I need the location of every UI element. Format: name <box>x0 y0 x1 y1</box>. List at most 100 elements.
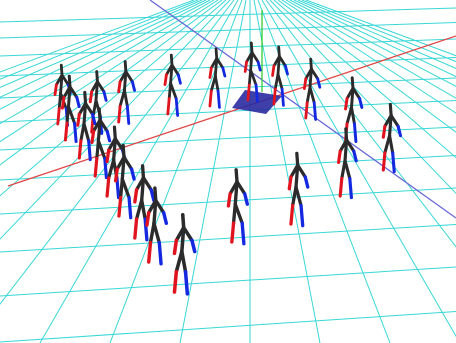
left-forearm-bone <box>226 192 232 208</box>
grid-line-radial <box>289 0 456 87</box>
left-upper-arm-bone <box>272 55 281 68</box>
left-forearm-bone <box>271 64 276 77</box>
left-shin-bone <box>289 203 295 226</box>
neck-bone <box>180 212 186 230</box>
left-forearm-bone <box>53 83 58 97</box>
neck-bone <box>350 76 355 90</box>
grid-line-horizontal <box>0 7 456 23</box>
left-shin-bone <box>172 269 179 294</box>
left-upper-arm-bone <box>90 80 99 94</box>
skeleton-figure <box>287 151 310 228</box>
left-upper-arm-bone <box>54 73 64 87</box>
right-upper-arm-bone <box>250 51 260 64</box>
skeleton-figure <box>381 102 403 174</box>
grid-line-radial <box>261 0 456 338</box>
right-forearm-bone <box>284 64 289 76</box>
right-thigh-bone <box>122 88 129 108</box>
grid-line-radial <box>297 0 456 69</box>
left-upper-arm-bone <box>147 198 158 215</box>
left-shin-bone <box>77 139 83 160</box>
right-thigh-bone <box>249 68 258 87</box>
skeleton-figure <box>113 143 136 220</box>
neck-bone <box>95 70 99 84</box>
right-shin-bone <box>73 121 78 144</box>
right-upper-arm-bone <box>154 198 166 215</box>
left-shin-bone <box>63 121 69 142</box>
left-shin-bone <box>304 101 309 120</box>
grid-line-radial <box>253 0 321 343</box>
x-axis-line <box>7 35 456 187</box>
skeleton-figure <box>145 186 169 266</box>
grid-line-radial <box>0 0 219 143</box>
right-forearm-bone <box>161 211 169 225</box>
right-forearm-bone <box>316 77 322 89</box>
left-shin-bone <box>272 87 277 106</box>
grid-line-radial <box>265 0 456 248</box>
right-shin-bone <box>254 83 259 103</box>
left-forearm-bone <box>344 97 349 111</box>
left-forearm-bone <box>208 66 213 79</box>
grid-line-horizontal <box>0 224 456 253</box>
skeleton-figure <box>76 90 97 162</box>
right-shin-bone <box>299 203 305 228</box>
grid-line-horizontal <box>0 266 456 297</box>
grid-line-radial <box>301 0 456 63</box>
left-upper-arm-bone <box>383 113 393 128</box>
left-forearm-bone <box>90 129 96 144</box>
grid-line-radial <box>273 0 456 159</box>
left-forearm-bone <box>60 95 66 110</box>
neck-bone <box>97 107 102 122</box>
right-forearm-bone <box>129 167 136 181</box>
grid-line-radial <box>0 0 195 73</box>
right-upper-arm-bone <box>68 85 79 99</box>
left-shin-bone <box>56 107 61 126</box>
left-shin-bone <box>230 221 236 244</box>
skeleton-figure <box>117 60 136 125</box>
left-shin-bone <box>246 83 251 102</box>
right-shin-bone <box>348 176 353 200</box>
left-forearm-bone <box>76 112 81 127</box>
left-forearm-bone <box>145 211 151 227</box>
right-forearm-bone <box>303 175 310 189</box>
grid-line-horizontal <box>0 38 456 57</box>
right-forearm-bone <box>352 149 358 163</box>
world-axes <box>7 0 456 219</box>
neck-bone <box>295 151 300 167</box>
neck-bone <box>234 168 239 184</box>
grid-line-radial <box>179 0 247 343</box>
right-upper-arm-bone <box>277 55 287 68</box>
right-shin-bone <box>280 87 285 107</box>
right-upper-arm-bone <box>181 225 194 243</box>
right-forearm-bone <box>221 66 227 78</box>
grid-line-horizontal <box>0 57 456 77</box>
left-upper-arm-bone <box>92 118 102 133</box>
left-upper-arm-bone <box>345 86 355 101</box>
right-thigh-bone <box>343 159 352 180</box>
right-shin-bone <box>157 240 163 266</box>
right-forearm-bone <box>130 80 136 92</box>
left-shin-bone <box>147 240 153 264</box>
neck-bone <box>121 143 126 159</box>
left-shin-bone <box>93 156 99 178</box>
skeleton-figure <box>243 41 262 103</box>
right-upper-arm-bone <box>84 101 95 116</box>
right-upper-arm-bone <box>170 63 180 77</box>
left-upper-arm-bone <box>174 225 186 243</box>
skeleton-figures <box>53 41 403 296</box>
right-thigh-bone <box>294 185 303 208</box>
skeleton-figure <box>302 57 322 121</box>
right-shin-bone <box>143 217 149 242</box>
neck-bone <box>249 41 254 54</box>
skeleton-figure <box>226 168 249 246</box>
left-upper-arm-bone <box>289 163 300 179</box>
right-upper-arm-bone <box>98 118 109 133</box>
grid-line-radial <box>281 0 456 114</box>
skeleton-figure <box>172 212 197 296</box>
neck-bone <box>388 102 393 117</box>
right-forearm-bone <box>176 73 182 85</box>
grid-line-radial <box>277 0 456 133</box>
right-thigh-bone <box>169 81 178 101</box>
left-forearm-bone <box>381 124 387 139</box>
